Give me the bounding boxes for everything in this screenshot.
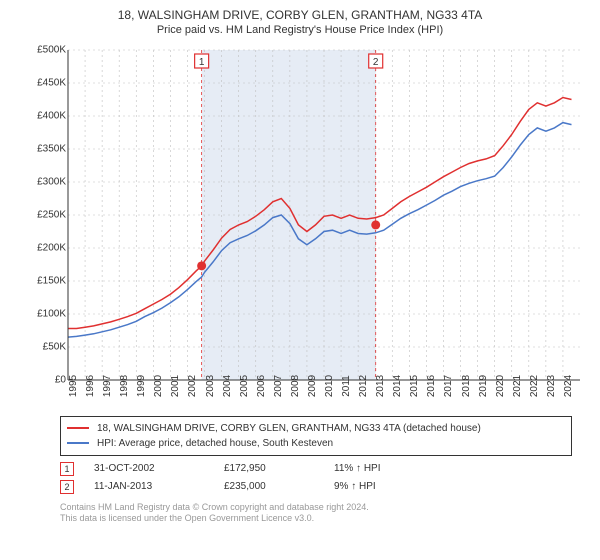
x-axis-label: 2008 (290, 374, 301, 396)
sale-marker-icon: 2 (60, 480, 74, 494)
credits-line-2: This data is licensed under the Open Gov… (60, 513, 588, 525)
sale-date: 11-JAN-2013 (94, 481, 204, 492)
y-axis-label: £50K (20, 341, 66, 352)
legend-item: 18, WALSINGHAM DRIVE, CORBY GLEN, GRANTH… (67, 421, 565, 436)
x-axis-label: 1996 (85, 374, 96, 396)
legend-item: HPI: Average price, detached house, Sout… (67, 436, 565, 451)
sale-row: 2 11-JAN-2013 £235,000 9% ↑ HPI (60, 478, 572, 496)
legend: 18, WALSINGHAM DRIVE, CORBY GLEN, GRANTH… (60, 416, 572, 456)
x-axis-label: 2018 (461, 374, 472, 396)
x-axis-label: 2016 (426, 374, 437, 396)
x-axis-label: 2013 (375, 374, 386, 396)
x-axis-label: 1995 (68, 374, 79, 396)
x-axis-label: 2003 (205, 374, 216, 396)
y-axis-label: £0 (20, 374, 66, 385)
credits-line-1: Contains HM Land Registry data © Crown c… (60, 502, 588, 514)
x-axis-label: 2020 (495, 374, 506, 396)
y-axis-label: £200K (20, 242, 66, 253)
legend-label: 18, WALSINGHAM DRIVE, CORBY GLEN, GRANTH… (97, 421, 481, 436)
y-axis-label: £150K (20, 275, 66, 286)
sale-delta: 11% ↑ HPI (334, 463, 381, 474)
y-axis-label: £500K (20, 44, 66, 55)
x-axis-label: 2011 (341, 375, 352, 397)
y-axis-label: £400K (20, 110, 66, 121)
x-axis-label: 2022 (529, 374, 540, 396)
x-axis-label: 2024 (563, 374, 574, 396)
chart-title: 18, WALSINGHAM DRIVE, CORBY GLEN, GRANTH… (12, 8, 588, 24)
x-axis-label: 2023 (546, 374, 557, 396)
x-axis-label: 2021 (512, 374, 523, 396)
y-axis-label: £350K (20, 143, 66, 154)
sale-date: 31-OCT-2002 (94, 463, 204, 474)
y-axis-label: £300K (20, 176, 66, 187)
sale-delta: 9% ↑ HPI (334, 481, 376, 492)
x-axis-label: 2002 (187, 374, 198, 396)
chart-container: 18, WALSINGHAM DRIVE, CORBY GLEN, GRANTH… (0, 0, 600, 560)
x-axis-label: 2005 (239, 374, 250, 396)
svg-text:1: 1 (199, 57, 205, 68)
x-axis-label: 2017 (443, 374, 454, 396)
y-axis-label: £450K (20, 77, 66, 88)
x-axis-label: 2006 (256, 374, 267, 396)
plot-area: 12 £0£50K£100K£150K£200K£250K£300K£350K£… (20, 40, 580, 410)
x-axis-label: 2010 (324, 374, 335, 396)
x-axis-label: 2000 (153, 374, 164, 396)
x-axis-label: 2007 (273, 374, 284, 396)
legend-swatch (67, 442, 89, 444)
sale-marker-table: 1 31-OCT-2002 £172,950 11% ↑ HPI 2 11-JAN-201… (60, 460, 572, 496)
legend-label: HPI: Average price, detached house, Sout… (97, 436, 333, 451)
x-axis-label: 2009 (307, 374, 318, 396)
legend-swatch (67, 427, 89, 429)
x-axis-label: 2004 (222, 374, 233, 396)
plot-svg: 12 (20, 40, 580, 410)
x-axis-label: 1999 (136, 374, 147, 396)
svg-text:2: 2 (373, 57, 379, 68)
credits: Contains HM Land Registry data © Crown c… (60, 502, 588, 525)
y-axis-label: £250K (20, 209, 66, 220)
sale-row: 1 31-OCT-2002 £172,950 11% ↑ HPI (60, 460, 572, 478)
y-axis-label: £100K (20, 308, 66, 319)
x-axis-label: 1997 (102, 374, 113, 396)
x-axis-label: 1998 (119, 374, 130, 396)
x-axis-label: 2019 (478, 374, 489, 396)
x-axis-label: 2014 (392, 374, 403, 396)
sale-price: £235,000 (224, 481, 314, 492)
x-axis-label: 2001 (170, 374, 181, 396)
chart-subtitle: Price paid vs. HM Land Registry's House … (12, 24, 588, 36)
sale-price: £172,950 (224, 463, 314, 474)
x-axis-label: 2015 (409, 374, 420, 396)
sale-marker-icon: 1 (60, 462, 74, 476)
x-axis-label: 2012 (358, 374, 369, 396)
